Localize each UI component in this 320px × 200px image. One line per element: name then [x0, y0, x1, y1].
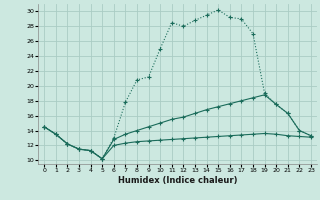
- X-axis label: Humidex (Indice chaleur): Humidex (Indice chaleur): [118, 176, 237, 185]
